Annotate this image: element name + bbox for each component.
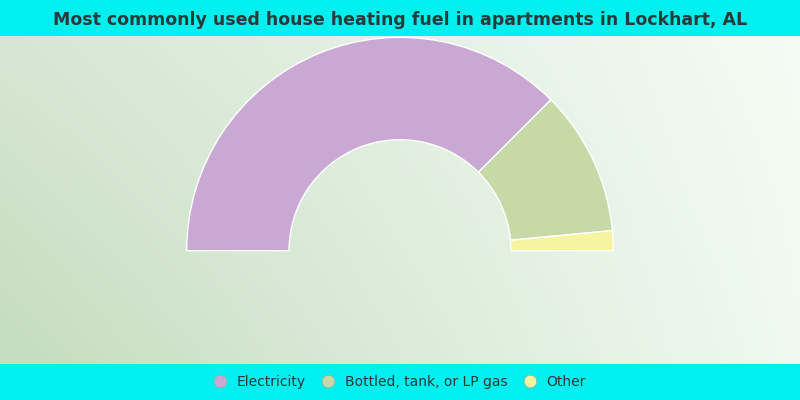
Wedge shape <box>478 100 612 240</box>
Legend: Electricity, Bottled, tank, or LP gas, Other: Electricity, Bottled, tank, or LP gas, O… <box>210 371 590 393</box>
Wedge shape <box>186 37 551 251</box>
Text: Most commonly used house heating fuel in apartments in Lockhart, AL: Most commonly used house heating fuel in… <box>53 11 747 29</box>
Wedge shape <box>510 230 614 251</box>
